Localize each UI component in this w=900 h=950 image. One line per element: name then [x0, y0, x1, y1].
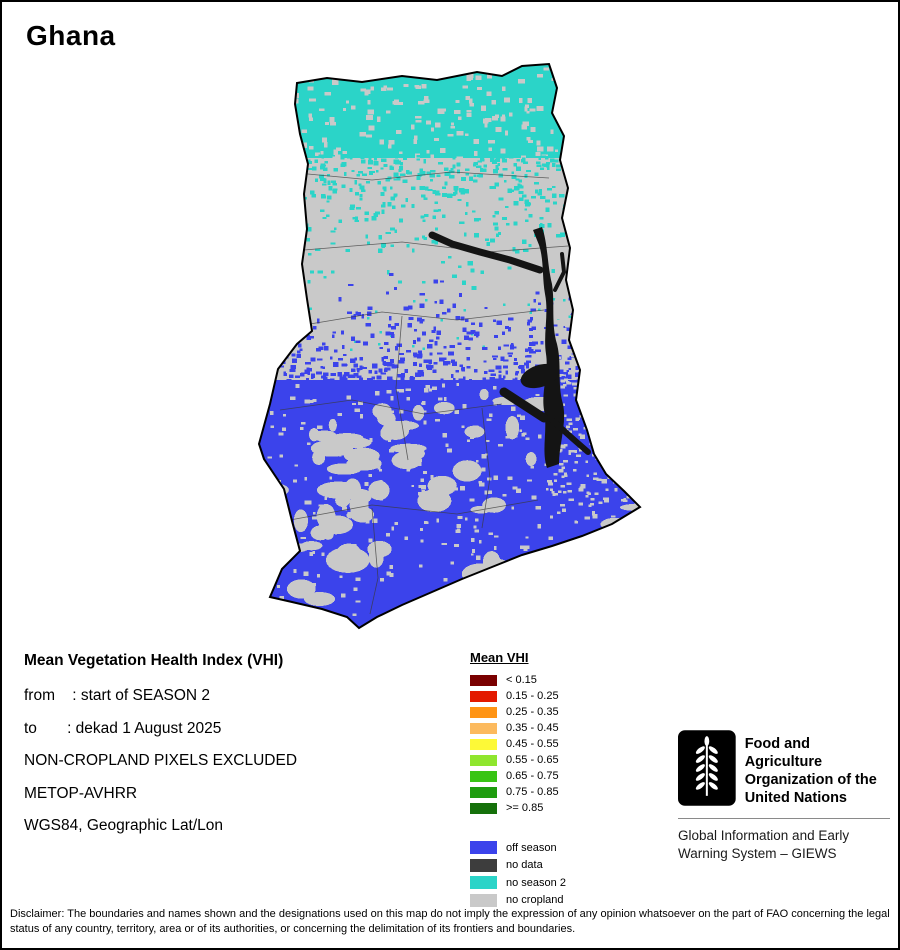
info-line-sensor: METOP-AVHRR — [24, 784, 138, 802]
legend-row: < 0.15 — [470, 672, 566, 688]
fao-header: Food and Agriculture Organization of the… — [678, 730, 890, 807]
region-boundaries — [279, 171, 569, 615]
legend-swatch — [470, 754, 497, 766]
fao-org-name: Food and Agriculture Organization of the… — [745, 730, 890, 807]
legend-label: 0.15 - 0.25 — [506, 690, 559, 702]
vhi-class-legend: < 0.15 0.15 - 0.25 0.25 - 0.35 0.35 - 0.45 0… — [470, 672, 566, 816]
info-line-to: to : dekad 1 August 2025 — [24, 719, 222, 737]
map-metadata: Mean Vegetation Health Index (VHI) from … — [24, 652, 297, 850]
fao-org-line: United Nations — [744, 790, 847, 806]
legend-label: 0.25 - 0.35 — [506, 706, 559, 718]
legend-label: no data — [506, 859, 543, 872]
fao-org-line: Food and Agriculture — [744, 736, 823, 770]
vhi-heading: Mean Vegetation Health Index (VHI) — [24, 652, 284, 669]
disclaimer-text: Disclaimer: The boundaries and names sho… — [10, 908, 890, 935]
map-container — [252, 58, 644, 636]
legend-swatch — [470, 722, 497, 734]
fao-org-line: Organization of the — [744, 772, 877, 788]
legend-row: 0.45 - 0.55 — [470, 736, 566, 752]
legend-label: off season — [506, 841, 557, 854]
legend-label: 0.65 - 0.75 — [506, 770, 559, 782]
legend-label: 0.55 - 0.65 — [506, 754, 559, 766]
legend-title: Mean VHI — [470, 650, 529, 665]
legend-row: 0.35 - 0.45 — [470, 720, 566, 736]
legend: Mean VHI < 0.15 0.15 - 0.25 0.25 - 0.35 0.3… — [470, 650, 566, 909]
legend-label: no season 2 — [506, 876, 566, 889]
info-line-from: from : start of SEASON 2 — [24, 687, 211, 704]
legend-swatch — [470, 706, 497, 718]
legend-row: no data — [470, 857, 566, 875]
no-season2-zone — [259, 64, 640, 158]
legend-swatch — [470, 893, 497, 907]
raster-speckles — [259, 64, 640, 628]
legend-label: < 0.15 — [506, 674, 537, 686]
info-line-noncropland: NON-CROPLAND PIXELS EXCLUDED — [24, 752, 298, 769]
status-class-legend: off season no data no season 2 no cropland — [470, 839, 566, 909]
lake-volta-no-data — [428, 227, 591, 468]
legend-row: 0.55 - 0.65 — [470, 752, 566, 768]
legend-label: >= 0.85 — [506, 802, 544, 814]
legend-swatch — [470, 858, 497, 872]
wheat-ear-icon — [695, 736, 718, 790]
fao-divider — [678, 818, 890, 819]
legend-row: no season 2 — [470, 874, 566, 892]
giews-line: Global Information and Early — [678, 828, 850, 843]
legend-row: 0.65 - 0.75 — [470, 768, 566, 784]
legend-label: 0.35 - 0.45 — [506, 722, 559, 734]
giews-caption: Global Information and Early Warning Sys… — [678, 827, 890, 863]
legend-swatch — [470, 738, 497, 750]
legend-row: 0.15 - 0.25 — [470, 688, 566, 704]
legend-row: 0.25 - 0.35 — [470, 704, 566, 720]
fao-logo — [678, 730, 736, 806]
legend-row: no cropland — [470, 892, 566, 910]
legend-label: 0.75 - 0.85 — [506, 786, 559, 798]
legend-label: no cropland — [506, 894, 564, 907]
legend-row: >= 0.85 — [470, 800, 566, 816]
giews-line: Warning System – GIEWS — [678, 846, 837, 861]
legend-swatch — [470, 841, 497, 855]
info-line-projection: WGS84, Geographic Lat/Lon — [24, 817, 224, 834]
legend-swatch — [470, 770, 497, 782]
legend-swatch — [470, 690, 497, 702]
legend-swatch — [470, 802, 497, 814]
legend-label: 0.45 - 0.55 — [506, 738, 559, 750]
legend-row: 0.75 - 0.85 — [470, 784, 566, 800]
legend-row: off season — [470, 839, 566, 857]
legend-swatch — [470, 674, 497, 686]
fao-block: Food and Agriculture Organization of the… — [678, 730, 890, 863]
legend-swatch — [470, 786, 497, 798]
ghana-vhi-map — [258, 63, 641, 629]
legend-swatch — [470, 876, 497, 890]
page-title: Ghana — [26, 20, 116, 51]
